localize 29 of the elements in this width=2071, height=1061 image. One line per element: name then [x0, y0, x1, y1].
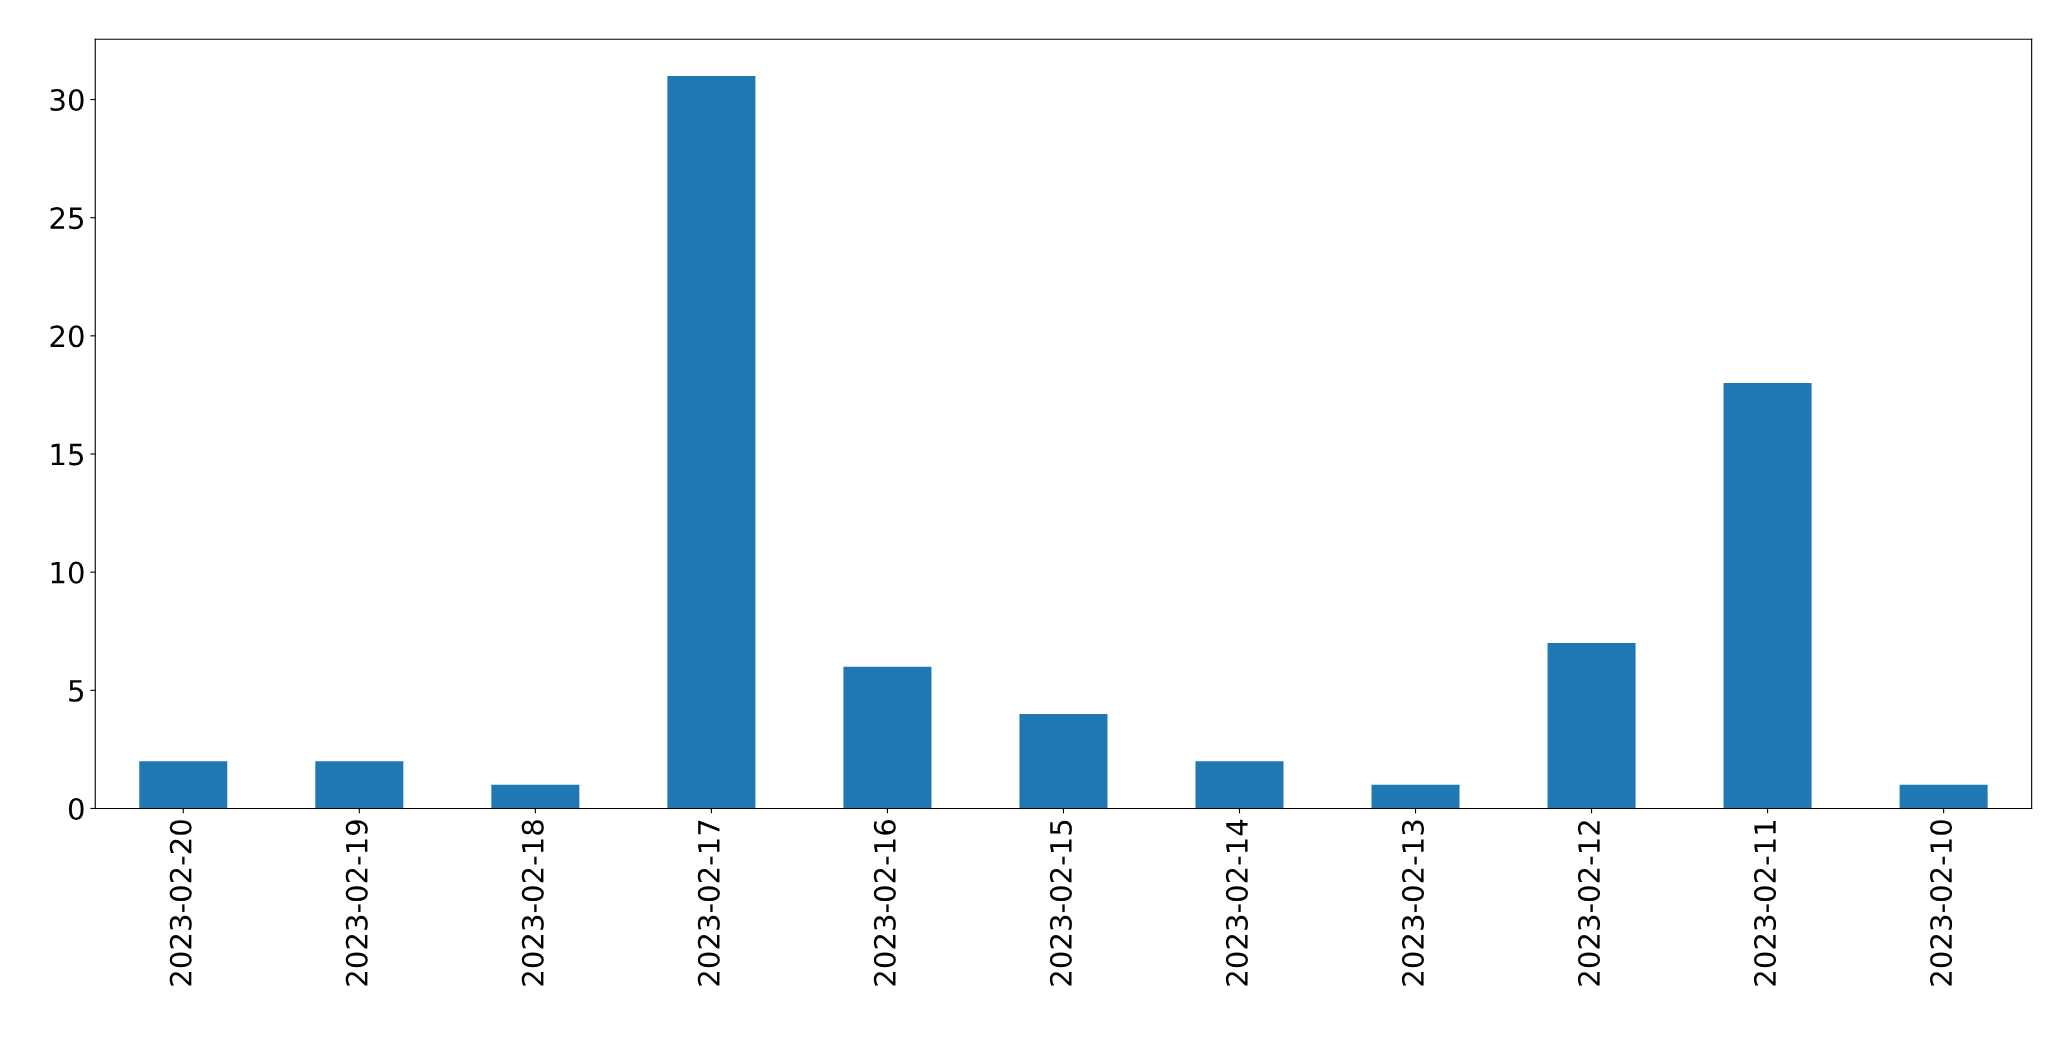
bar	[1723, 383, 1812, 809]
bar	[1899, 784, 1988, 809]
bar	[843, 666, 932, 809]
x-tick-label: 2023-02-10	[1930, 820, 1953, 986]
x-tick-label: 2023-02-11	[1754, 820, 1777, 986]
y-tick-label: 5	[69, 680, 83, 702]
bar	[1371, 784, 1460, 809]
x-tick-label: 2023-02-17	[697, 820, 720, 986]
y-tick-label: 0	[68, 797, 84, 820]
bar	[1547, 643, 1636, 809]
bar	[139, 761, 228, 809]
x-tick-label: 2023-02-20	[169, 820, 192, 986]
x-tick-label: 2023-02-13	[1401, 820, 1424, 986]
x-tick-label: 2023-02-18	[521, 820, 544, 986]
x-tick-label: 2023-02-19	[345, 820, 368, 986]
y-tick-label: 15	[51, 443, 83, 466]
bar	[667, 75, 756, 809]
x-tick-label: 2023-02-16	[873, 820, 896, 986]
bar	[315, 761, 404, 809]
y-tick-label: 30	[50, 88, 84, 112]
y-tick-label: 10	[51, 561, 84, 584]
x-tick-label: 2023-02-14	[1225, 819, 1248, 986]
bar	[1195, 761, 1284, 809]
x-tick-label: 2023-02-12	[1577, 821, 1601, 986]
y-tick-label: 25	[50, 207, 83, 230]
bar	[491, 784, 580, 809]
x-tick-label: 2023-02-15	[1049, 820, 1072, 986]
y-tick-label: 20	[50, 325, 84, 348]
bar	[1019, 713, 1108, 809]
